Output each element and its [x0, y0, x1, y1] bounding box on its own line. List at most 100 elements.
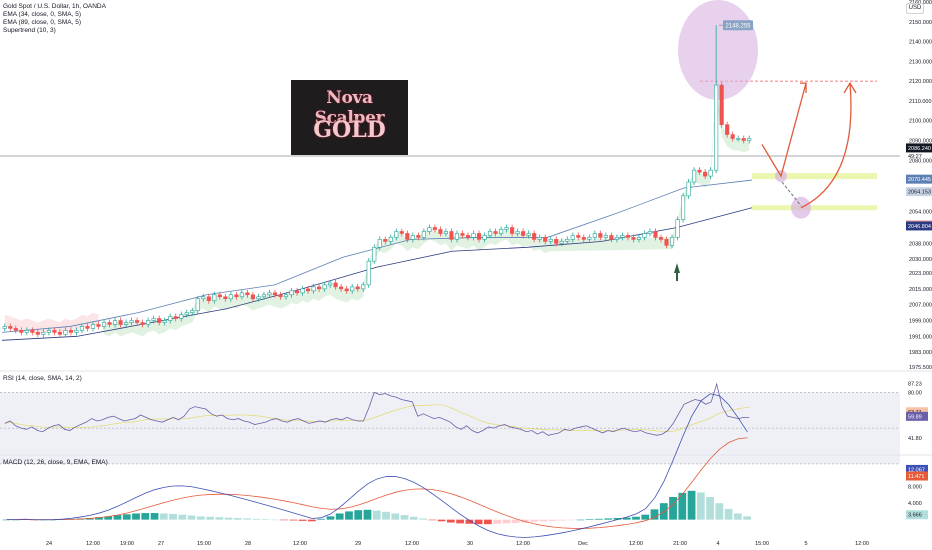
macd-histogram-bar	[613, 518, 622, 520]
candle-body	[454, 233, 460, 240]
macd-histogram-bar	[372, 510, 381, 520]
candle-body	[289, 290, 294, 296]
macd-legend: MACD (12, 26, close, 9, EMA, EMA)	[3, 459, 108, 467]
candle-body	[112, 320, 118, 325]
candle-body	[669, 237, 675, 246]
candle-body	[394, 231, 399, 238]
symbol-title: Gold Spot / U.S. Dollar, 1h, OANDA	[3, 3, 106, 10]
candle-body	[697, 169, 702, 173]
rsi-value-tag: 59.89	[908, 414, 922, 420]
candle-body	[708, 169, 713, 177]
candle-body	[85, 326, 90, 329]
macd-histogram-bar	[659, 503, 668, 520]
candle-body	[438, 229, 443, 234]
macd-histogram-bar	[521, 519, 529, 523]
macd-signal-tag-bg	[906, 471, 928, 481]
candle-body	[631, 237, 636, 240]
candle-body	[206, 296, 211, 302]
macd-histogram-bar	[122, 514, 131, 520]
price-tick-label: 2090.000	[909, 138, 932, 144]
macd-histogram-bar	[178, 514, 187, 520]
candle-body	[372, 247, 377, 262]
candle-body	[250, 294, 255, 300]
candle-body	[306, 288, 311, 292]
candle-body	[79, 326, 85, 331]
candle-body	[471, 233, 476, 238]
macd-hist-tag-bg	[906, 510, 928, 520]
buy-signal-arrow	[674, 263, 680, 281]
macd-histogram-bar	[252, 518, 261, 520]
candle-body	[96, 324, 101, 327]
ema34-price-tag: 2070.445	[908, 177, 931, 183]
candle-body	[598, 233, 603, 238]
candle-body	[278, 294, 283, 298]
candle-body	[168, 316, 173, 321]
candle-body	[377, 239, 382, 248]
macd-hist-tag: 3.666	[908, 513, 922, 519]
macd-histogram-bar	[511, 519, 520, 523]
candle-body	[476, 233, 482, 240]
nova-scalper-logo: Nova Scalper GOLD	[291, 80, 408, 155]
candle-body	[410, 235, 415, 240]
candle-body	[283, 294, 289, 298]
candle-body	[510, 227, 515, 234]
candle-body	[487, 231, 493, 236]
candle-body	[217, 294, 222, 298]
candle-body	[179, 314, 184, 319]
candle-body	[421, 231, 426, 238]
price-tick-label: 1983.000	[909, 350, 932, 356]
candle-body	[587, 237, 592, 240]
candle-body	[741, 138, 746, 141]
support-zone-lower	[752, 205, 877, 211]
supertrend-legend: Supertrend (10, 3)	[3, 27, 56, 34]
macd-histogram-bar	[354, 510, 363, 520]
price-tick-label: 2054.000	[909, 210, 932, 216]
candle-body	[719, 84, 724, 125]
candle-body	[675, 219, 680, 238]
candle-body	[493, 231, 498, 234]
time-tick-label: 27	[158, 541, 164, 547]
macd-histogram-bar	[687, 490, 696, 520]
macd-histogram-bar	[169, 513, 177, 520]
current-price-tag-bg	[906, 143, 932, 153]
candle-body	[383, 239, 388, 242]
supertrend-up-fill	[104, 85, 750, 337]
candle-body	[173, 316, 178, 319]
candle-body	[195, 298, 200, 311]
arrowhead-b	[843, 81, 857, 94]
time-tick-label: 4	[716, 541, 719, 547]
macd-histogram-bar	[335, 513, 344, 520]
candle-body	[692, 169, 697, 183]
candle-body	[603, 235, 608, 238]
macd-histogram-bar	[150, 513, 159, 520]
candle-body	[256, 296, 261, 300]
candle-body	[344, 288, 349, 292]
currency-button[interactable]: USD	[906, 3, 924, 14]
candle-body	[30, 330, 35, 333]
price-pane: 2148.255	[0, 0, 900, 341]
ema34-line	[1, 179, 753, 333]
macd-histogram-bar	[604, 518, 613, 520]
time-tick-label: 12:00	[293, 541, 307, 547]
candle-body	[714, 84, 719, 171]
macd-histogram-bar	[678, 492, 687, 520]
candle-body	[449, 231, 454, 240]
candle-body	[653, 231, 658, 238]
candle-body	[90, 324, 96, 329]
time-tick-label: 12:00	[516, 541, 530, 547]
macd-histogram-bar	[632, 516, 640, 520]
macd-histogram-bar	[187, 515, 196, 520]
candle-body	[300, 288, 305, 294]
high-label-box	[723, 20, 753, 31]
candle-body	[46, 330, 51, 333]
macd-value-tag-bg	[906, 464, 928, 474]
candle-body	[228, 294, 233, 300]
macd-histogram-bar	[585, 519, 594, 520]
time-tick-label: Dec	[578, 541, 588, 547]
macd-histogram-bar	[650, 509, 659, 520]
macd-signal-tag: 11.471	[908, 474, 924, 480]
candle-body	[581, 237, 586, 240]
high-label-text: 2148.255	[725, 24, 751, 30]
projection-arrows	[674, 81, 857, 281]
macd-histogram-bar	[622, 517, 631, 520]
